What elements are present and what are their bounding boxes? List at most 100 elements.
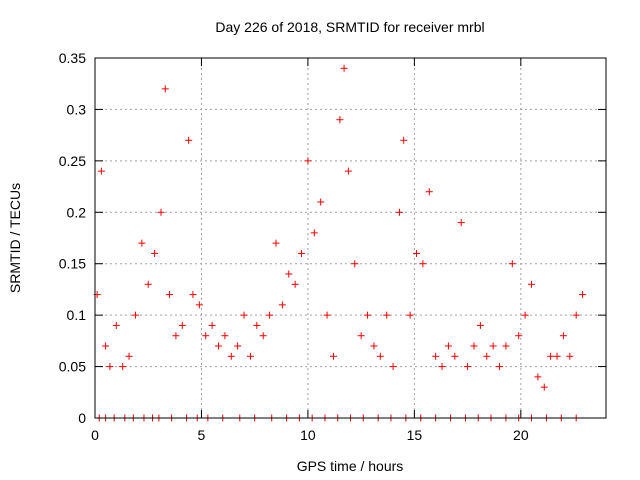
data-point <box>425 188 433 196</box>
data-point <box>144 280 152 288</box>
data-point <box>208 321 216 329</box>
data-point <box>413 249 421 257</box>
data-point <box>515 332 523 340</box>
data-point <box>406 311 414 319</box>
y-axis-label: SRMTID / TECUs <box>7 183 23 293</box>
data-point <box>278 301 286 309</box>
chart-title: Day 226 of 2018, SRMTID for receiver mrb… <box>215 19 484 35</box>
grid-layer <box>95 58 606 418</box>
y-tick-label: 0.2 <box>67 204 87 220</box>
data-point <box>166 291 174 299</box>
data-point <box>457 219 465 227</box>
x-tick-label: 10 <box>300 427 316 443</box>
data-point <box>489 342 497 350</box>
data-point <box>323 311 331 319</box>
data-point <box>559 332 567 340</box>
data-point <box>451 352 459 360</box>
data-point <box>157 208 165 216</box>
x-tick-label: 5 <box>198 427 206 443</box>
x-tick-label: 0 <box>91 427 99 443</box>
data-point <box>214 342 222 350</box>
y-tick-label: 0.15 <box>59 256 86 272</box>
data-point <box>266 311 274 319</box>
data-point <box>553 352 561 360</box>
data-point <box>534 373 542 381</box>
data-point <box>579 291 587 299</box>
data-point <box>389 363 397 371</box>
data-point <box>202 332 210 340</box>
data-point <box>310 229 318 237</box>
data-point <box>476 321 484 329</box>
data-point <box>383 311 391 319</box>
data-point <box>400 136 408 144</box>
data-point <box>138 239 146 247</box>
data-point <box>432 352 440 360</box>
data-point <box>234 342 242 350</box>
data-point <box>566 352 574 360</box>
data-point <box>502 342 510 350</box>
data-point <box>195 301 203 309</box>
data-point <box>357 332 365 340</box>
data-point <box>483 352 491 360</box>
data-point <box>508 260 516 268</box>
y-tick-label: 0.3 <box>67 101 87 117</box>
data-point <box>185 136 193 144</box>
data-point <box>364 311 372 319</box>
data-point <box>106 363 114 371</box>
data-point <box>540 383 548 391</box>
data-point <box>304 157 312 165</box>
data-point <box>102 342 110 350</box>
data-point <box>172 332 180 340</box>
data-point <box>444 342 452 350</box>
data-point <box>291 280 299 288</box>
data-point <box>240 311 248 319</box>
data-point <box>438 363 446 371</box>
y-tick-label: 0.05 <box>59 359 86 375</box>
data-point <box>131 311 139 319</box>
data-point <box>464 363 472 371</box>
x-tick-label: 15 <box>407 427 423 443</box>
data-point <box>227 352 235 360</box>
data-point <box>221 332 229 340</box>
points-layer <box>93 64 587 422</box>
data-point <box>246 352 254 360</box>
x-tick-label: 20 <box>513 427 529 443</box>
data-point <box>161 85 169 93</box>
data-point <box>340 64 348 72</box>
data-point <box>376 352 384 360</box>
data-point <box>336 116 344 124</box>
data-point <box>317 198 325 206</box>
data-point <box>572 311 580 319</box>
data-point <box>547 352 555 360</box>
y-tick-label: 0 <box>78 410 86 426</box>
data-point <box>370 342 378 350</box>
data-point <box>178 321 186 329</box>
data-point <box>298 249 306 257</box>
data-point <box>189 291 197 299</box>
y-tick-label: 0.35 <box>59 50 86 66</box>
data-point <box>272 239 280 247</box>
y-tick-label: 0.1 <box>67 307 87 323</box>
data-point <box>119 363 127 371</box>
data-point <box>344 167 352 175</box>
data-point <box>112 321 120 329</box>
data-point <box>259 332 267 340</box>
data-point <box>285 270 293 278</box>
data-point <box>521 311 529 319</box>
data-point <box>351 260 359 268</box>
data-point <box>151 249 159 257</box>
data-point <box>419 260 427 268</box>
data-point <box>496 363 504 371</box>
data-point <box>329 352 337 360</box>
y-tick-label: 0.25 <box>59 153 86 169</box>
data-point <box>470 342 478 350</box>
data-point <box>527 280 535 288</box>
plot-frame <box>94 57 607 419</box>
data-point <box>395 208 403 216</box>
x-axis-label: GPS time / hours <box>297 458 404 474</box>
data-point <box>97 167 105 175</box>
data-point <box>253 321 261 329</box>
data-point <box>125 352 133 360</box>
